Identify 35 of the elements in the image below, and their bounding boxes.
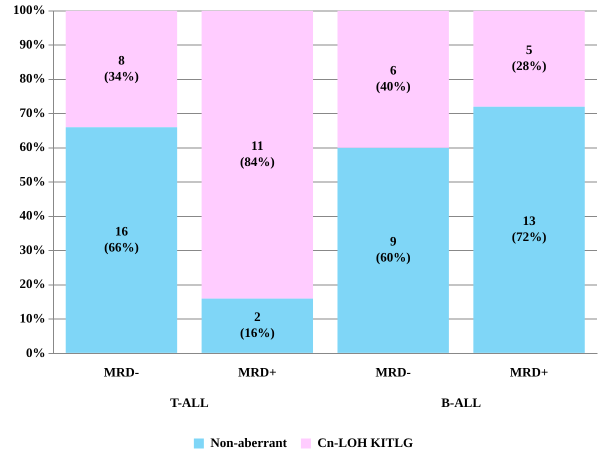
- bar: [337, 148, 449, 353]
- text: B-ALL: [441, 394, 482, 410]
- data-label: 9 (60%): [376, 234, 411, 265]
- y-tick-label: 30%: [20, 242, 46, 257]
- x-tick-label: MRD-: [375, 364, 411, 380]
- y-tick-label: 50%: [20, 173, 46, 188]
- y-tick-label: 10%: [20, 310, 46, 326]
- legend-label: Cn-LOH KITLG: [317, 434, 414, 450]
- x-tick-label: MRD-: [104, 364, 140, 380]
- y-tick-label: 70%: [20, 104, 46, 120]
- bar: [202, 298, 314, 353]
- y-tick-label: 20%: [20, 276, 46, 292]
- bar: [66, 10, 178, 128]
- bar: [66, 127, 178, 353]
- y-tick-label: 0%: [26, 344, 46, 360]
- data-label: 8 (34%): [104, 52, 139, 84]
- y-tick-label: 90%: [20, 36, 46, 52]
- y-tick-label: 40%: [20, 208, 46, 223]
- y-tick-label: 80%: [20, 70, 46, 86]
- bar: [202, 10, 314, 299]
- data-label: 11 (84%): [240, 138, 275, 170]
- bar: [473, 106, 585, 353]
- data-label: 16 (66%): [104, 223, 139, 254]
- text: T-ALL: [170, 394, 209, 410]
- data-label: 5 (28%): [512, 42, 546, 74]
- y-tick-label: 100%: [13, 2, 46, 18]
- data-label: 2 (16%): [240, 309, 275, 340]
- legend-label: Non-aberrant: [210, 434, 288, 450]
- y-tick-label: 60%: [20, 139, 46, 154]
- bar: [337, 10, 449, 148]
- data-label: 6 (40%): [376, 62, 411, 94]
- x-tick-label: MRD+: [238, 364, 277, 380]
- x-tick-label: MRD+: [510, 364, 548, 380]
- data-label: 13 (72%): [512, 213, 546, 244]
- bar: [473, 10, 585, 107]
